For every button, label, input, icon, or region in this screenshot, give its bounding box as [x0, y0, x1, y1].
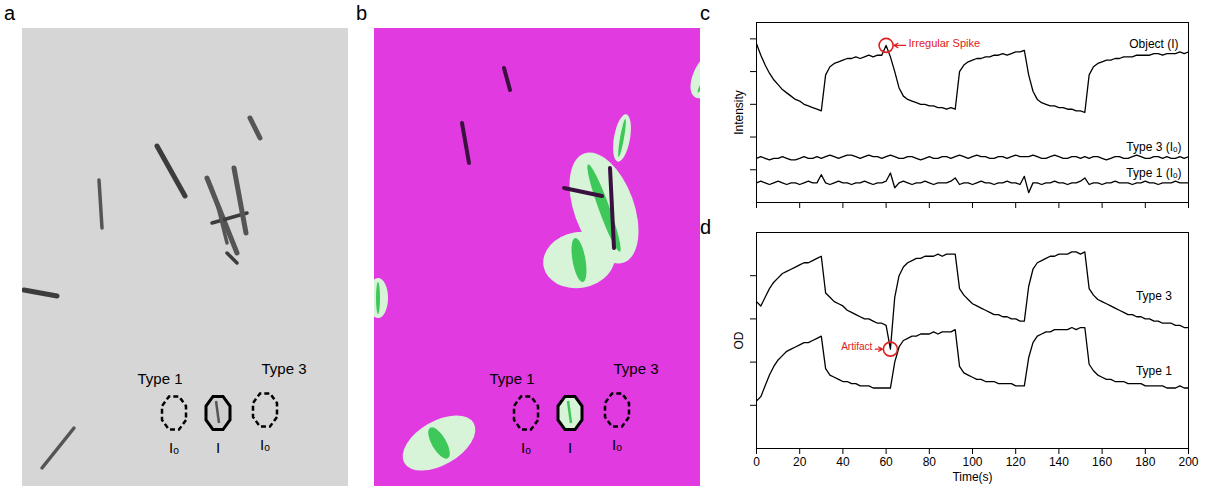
- svg-text:Iₒ: Iₒ: [260, 436, 270, 453]
- svg-text:I: I: [216, 439, 220, 456]
- svg-text:Type 1: Type 1: [489, 370, 534, 387]
- svg-text:140: 140: [1049, 455, 1069, 469]
- svg-text:Time(s): Time(s): [952, 470, 992, 484]
- svg-text:OD: OD: [732, 331, 746, 349]
- svg-text:200: 200: [1178, 455, 1198, 469]
- svg-text:20: 20: [793, 455, 807, 469]
- svg-text:160: 160: [1092, 455, 1112, 469]
- svg-text:60: 60: [879, 455, 893, 469]
- html-text:d: d: [700, 216, 712, 238]
- svg-text:0: 0: [753, 455, 760, 469]
- svg-text:Iₒ: Iₒ: [169, 439, 179, 456]
- svg-text:Iₒ: Iₒ: [521, 439, 531, 456]
- svg-text:Type 1 (Iₒ): Type 1 (Iₒ): [1126, 166, 1181, 180]
- svg-text:Type 3: Type 3: [261, 360, 306, 377]
- svg-text:180: 180: [1135, 455, 1155, 469]
- svg-text:Iₒ: Iₒ: [612, 436, 622, 453]
- html-text:b: b: [356, 2, 368, 24]
- svg-text:100: 100: [962, 455, 982, 469]
- svg-text:Type 3 (Iₒ): Type 3 (Iₒ): [1126, 140, 1181, 154]
- svg-text:Type 3: Type 3: [1136, 289, 1172, 303]
- svg-text:Type 1: Type 1: [1136, 364, 1172, 378]
- svg-text:80: 80: [923, 455, 937, 469]
- html-text:c: c: [700, 2, 710, 24]
- svg-text:40: 40: [836, 455, 850, 469]
- svg-text:Intensity: Intensity: [732, 90, 746, 135]
- svg-text:Object (I): Object (I): [1129, 37, 1178, 51]
- svg-text:Type 1: Type 1: [137, 370, 182, 387]
- svg-text:Artifact: Artifact: [841, 341, 872, 352]
- svg-text:Type 3: Type 3: [613, 360, 658, 377]
- svg-text:I: I: [568, 439, 572, 456]
- svg-text:120: 120: [1006, 455, 1026, 469]
- html-text:a: a: [4, 2, 16, 24]
- svg-text:Irregular Spike: Irregular Spike: [909, 37, 981, 49]
